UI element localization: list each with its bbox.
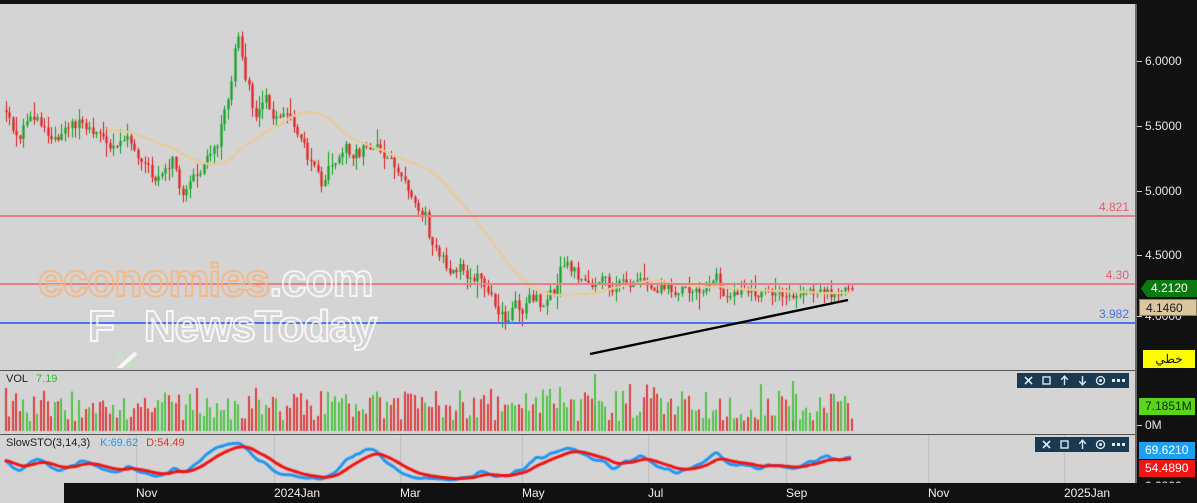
stochastic-d-value: D:54.49 xyxy=(146,437,185,449)
arrow-up-icon[interactable] xyxy=(1056,374,1072,387)
xaxis-label-sep: Sep xyxy=(786,486,808,500)
volume-bars-canvas xyxy=(0,371,1135,432)
resistance-line-4821[interactable] xyxy=(0,215,1135,217)
volume-panel-label: VOL 7.19 xyxy=(6,373,57,385)
window-top-border xyxy=(0,0,1197,4)
xaxis-left-pad xyxy=(0,483,64,503)
arrow-down-icon[interactable] xyxy=(1074,374,1090,387)
stoch-k-axis-tag: 69.6210 xyxy=(1139,442,1195,459)
axis-tick-55: 5.5000 xyxy=(1137,119,1197,133)
stochastic-indicator-name: SlowSTO(3,14,3) xyxy=(6,437,91,449)
xaxis-label-2024jan: 2024Jan xyxy=(274,486,321,500)
stoch-d-axis-tag: 54.4890 xyxy=(1139,460,1195,477)
xaxis-label-nov-2024: Nov xyxy=(928,486,950,500)
close-icon[interactable] xyxy=(1020,374,1036,387)
axis-tick-45: 4.5000 xyxy=(1137,248,1197,262)
volume-axis-last: 7.1851M xyxy=(1139,398,1195,415)
time-axis[interactable]: Nov 2024Jan Mar May Jul Sep Nov 2025Jan xyxy=(64,483,1135,503)
stochastic-panel-label: SlowSTO(3,14,3) K:69.62 D:54.49 xyxy=(6,437,185,449)
axis-tick-5: 5.0000 xyxy=(1137,184,1197,198)
gear-icon[interactable] xyxy=(1092,438,1108,451)
price-axis[interactable]: 6.0000 5.5000 5.0000 4.5000 4.0000 4.212… xyxy=(1137,4,1197,493)
axis-tick-6: 6.0000 xyxy=(1137,54,1197,68)
bid-price-tag: 4.1460 xyxy=(1139,299,1197,316)
more-icon[interactable] xyxy=(1110,438,1126,451)
stochastic-k-value: K:69.62 xyxy=(100,437,139,449)
maximize-icon[interactable] xyxy=(1056,438,1072,451)
linear-scale-button[interactable]: خطي xyxy=(1143,350,1195,368)
gear-icon[interactable] xyxy=(1092,374,1108,387)
axis-separator xyxy=(1135,4,1137,483)
volume-indicator-value: 7.19 xyxy=(36,373,58,385)
xaxis-label-mar: Mar xyxy=(400,486,421,500)
volume-axis-zero: 0M xyxy=(1137,418,1197,432)
volume-panel-toolbar[interactable] xyxy=(1017,373,1129,388)
support-line-3982[interactable] xyxy=(0,322,1135,324)
xaxis-label-2025jan: 2025Jan xyxy=(1064,486,1111,500)
stochastic-lines-canvas xyxy=(0,435,1135,483)
xaxis-label-jul: Jul xyxy=(648,486,664,500)
candlestick-canvas[interactable] xyxy=(0,4,1135,368)
last-price-tag: 4.2120 xyxy=(1141,280,1197,297)
stochastic-panel[interactable]: SlowSTO(3,14,3) K:69.62 D:54.49 xyxy=(0,434,1135,483)
maximize-icon[interactable] xyxy=(1038,374,1054,387)
volume-panel[interactable]: VOL 7.19 xyxy=(0,370,1135,432)
volume-indicator-name: VOL xyxy=(6,373,29,385)
resistance-line-430[interactable] xyxy=(0,283,1135,285)
level-label-430: 4.30 xyxy=(1105,268,1129,282)
xaxis-label-nov-2023: Nov xyxy=(136,486,158,500)
level-label-3982: 3.982 xyxy=(1098,307,1129,321)
xaxis-label-may: May xyxy=(522,486,545,500)
level-label-4821: 4.821 xyxy=(1098,200,1129,214)
arrow-up-icon[interactable] xyxy=(1074,438,1090,451)
stochastic-panel-toolbar[interactable] xyxy=(1035,437,1129,452)
xaxis-right-pad xyxy=(1135,483,1197,503)
more-icon[interactable] xyxy=(1110,374,1126,387)
close-icon[interactable] xyxy=(1038,438,1054,451)
price-chart-panel[interactable]: economies.com F NewsToday 4.821 4.30 3.9… xyxy=(0,4,1135,368)
